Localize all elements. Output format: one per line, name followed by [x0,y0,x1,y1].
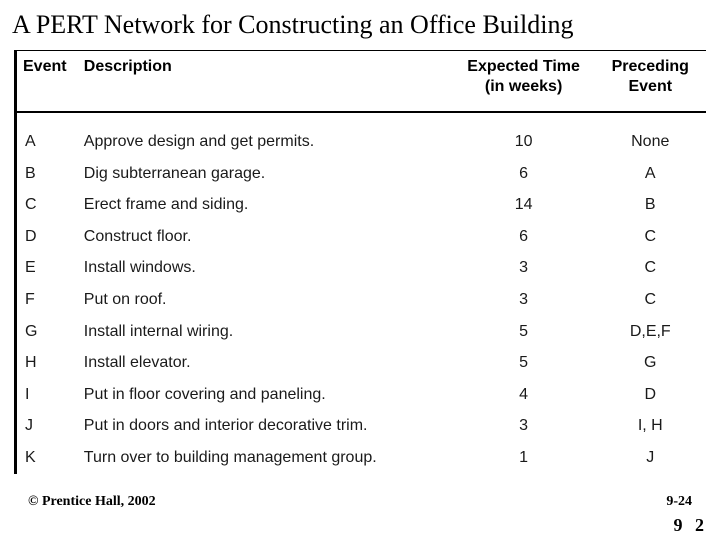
table-row: K Turn over to building management group… [17,442,706,474]
cell-prec: I, H [595,410,706,442]
cell-event: G [17,316,78,348]
cell-desc: Erect frame and siding. [78,189,453,221]
col-header-time: Expected Time (in weeks) [453,51,595,112]
table-row: H Install elevator. 5 G [17,347,706,379]
col-header-prec-l2: Event [628,78,672,95]
cell-event: C [17,189,78,221]
cell-desc: Put in doors and interior decorative tri… [78,410,453,442]
cell-prec: None [595,112,706,158]
col-header-event: Event [17,51,78,112]
cell-time: 3 [453,252,595,284]
cell-prec: J [595,442,706,474]
col-header-prec-l1: Preceding [612,58,689,75]
cell-desc: Install internal wiring. [78,316,453,348]
slide-ref: 9-24 [666,494,692,510]
cell-event: K [17,442,78,474]
cell-event: B [17,158,78,190]
cell-time: 6 [453,221,595,253]
cell-desc: Dig subterranean garage. [78,158,453,190]
table-row: B Dig subterranean garage. 6 A [17,158,706,190]
pert-table: Event Description Expected Time (in week… [17,51,706,474]
cell-time: 5 [453,347,595,379]
cell-time: 6 [453,158,595,190]
table-row: C Erect frame and siding. 14 B [17,189,706,221]
cell-event: D [17,221,78,253]
cell-prec: C [595,252,706,284]
cell-desc: Install elevator. [78,347,453,379]
table-row: D Construct floor. 6 C [17,221,706,253]
cell-desc: Turn over to building management group. [78,442,453,474]
table-row: G Install internal wiring. 5 D,E,F [17,316,706,348]
col-header-preceding: Preceding Event [595,51,706,112]
col-header-time-l2: (in weeks) [485,78,562,95]
cell-prec: A [595,158,706,190]
cell-event: F [17,284,78,316]
table-row: E Install windows. 3 C [17,252,706,284]
cell-desc: Install windows. [78,252,453,284]
cell-time: 14 [453,189,595,221]
cell-event: I [17,379,78,411]
cell-time: 4 [453,379,595,411]
cell-time: 3 [453,284,595,316]
cell-time: 10 [453,112,595,158]
pert-table-container: Event Description Expected Time (in week… [14,50,706,474]
table-body: A Approve design and get permits. 10 Non… [17,112,706,474]
cell-desc: Approve design and get permits. [78,112,453,158]
cell-event: A [17,112,78,158]
footer: © Prentice Hall, 2002 9-24 [0,494,720,510]
cell-time: 3 [453,410,595,442]
cell-event: E [17,252,78,284]
cell-prec: C [595,221,706,253]
corner-page-number: 9 2 [674,515,709,536]
table-row: F Put on roof. 3 C [17,284,706,316]
cell-prec: B [595,189,706,221]
cell-desc: Construct floor. [78,221,453,253]
cell-event: H [17,347,78,379]
table-row: J Put in doors and interior decorative t… [17,410,706,442]
cell-desc: Put in floor covering and paneling. [78,379,453,411]
cell-event: J [17,410,78,442]
cell-time: 1 [453,442,595,474]
table-row: A Approve design and get permits. 10 Non… [17,112,706,158]
cell-prec: D,E,F [595,316,706,348]
cell-prec: C [595,284,706,316]
page-title: A PERT Network for Constructing an Offic… [0,0,720,46]
table-header-row: Event Description Expected Time (in week… [17,51,706,112]
col-header-description: Description [78,51,453,112]
cell-desc: Put on roof. [78,284,453,316]
cell-prec: D [595,379,706,411]
cell-prec: G [595,347,706,379]
table-row: I Put in floor covering and paneling. 4 … [17,379,706,411]
cell-time: 5 [453,316,595,348]
col-header-time-l1: Expected Time [467,58,580,75]
copyright-text: © Prentice Hall, 2002 [28,494,156,510]
